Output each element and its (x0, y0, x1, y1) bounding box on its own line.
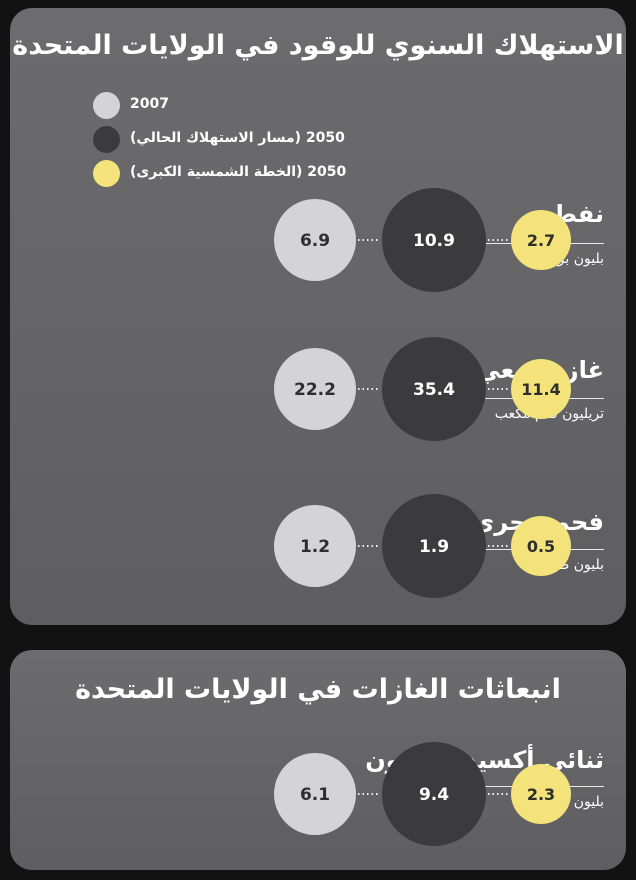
value-label: 10.9 (413, 231, 455, 251)
value-label: 2.7 (527, 231, 555, 250)
value-label: 9.4 (419, 785, 449, 805)
value-label: 1.2 (300, 537, 330, 557)
legend-item-2007: 2007 (26, 92, 626, 120)
fuel-consumption-bubble-chart: 6.9 10.9 2.7 22.2 35.4 11.4 1.2 1.9 0.5 (274, 188, 571, 598)
bubble-2007 (274, 505, 356, 587)
value-label: 0.5 (527, 537, 555, 556)
fuel-consumption-panel: الاستهلاك السنوي للوقود في الولايات المت… (10, 8, 626, 625)
value-label: 35.4 (413, 380, 455, 400)
bubble-2050-solar (511, 764, 571, 824)
legend-label: 2050 (مسار الاستهلاك الحالي) (130, 130, 345, 146)
bubble-2050-solar (511, 359, 571, 419)
value-label: 2.3 (527, 785, 555, 804)
bubble-2007 (274, 199, 356, 281)
bubble-2050-current (382, 494, 486, 598)
value-label: 11.4 (521, 380, 560, 399)
bubble-2050-current (382, 742, 486, 846)
value-label: 6.9 (300, 231, 330, 251)
bubble-2050-current (382, 337, 486, 441)
legend-swatch (93, 126, 120, 153)
bubble-2007 (274, 753, 356, 835)
value-label: 6.1 (300, 785, 330, 805)
emissions-panel: انبعاثات الغازات في الولايات المتحدة ثنا… (10, 650, 626, 870)
panel-title: انبعاثات الغازات في الولايات المتحدة (75, 674, 561, 705)
legend-item-2050-current: 2050 (مسار الاستهلاك الحالي) (26, 126, 626, 154)
bubble-2050-current (382, 188, 486, 292)
legend-label: 2007 (130, 96, 169, 112)
bubble-2050-solar (511, 210, 571, 270)
bubble-2050-solar (511, 516, 571, 576)
legend-swatch (93, 92, 120, 119)
legend-item-2050-solar: 2050 (الخطة الشمسية الكبرى) (26, 160, 626, 188)
legend-swatch (93, 160, 120, 187)
legend-label: 2050 (الخطة الشمسية الكبرى) (130, 164, 347, 180)
value-label: 22.2 (294, 380, 336, 400)
bubble-2007 (274, 348, 356, 430)
emissions-bubble-chart: 6.1 9.4 2.3 (274, 742, 571, 846)
value-label: 1.9 (419, 537, 449, 557)
panel-title: الاستهلاك السنوي للوقود في الولايات المت… (12, 30, 624, 61)
